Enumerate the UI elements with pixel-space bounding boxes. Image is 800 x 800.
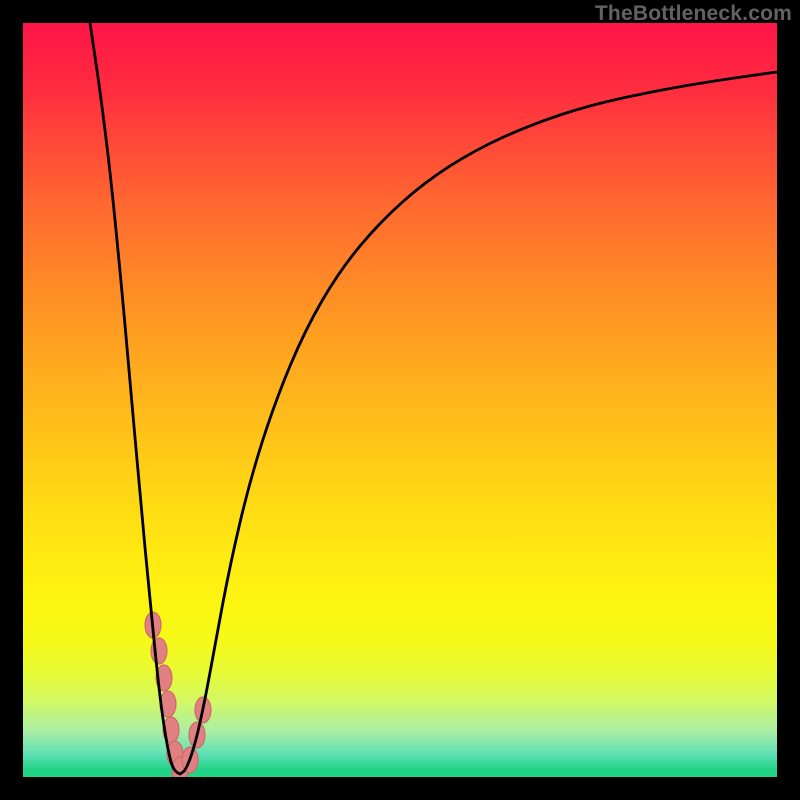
curve-right-branch [180, 72, 777, 774]
curve-layer [23, 23, 777, 777]
curve-left-branch [90, 23, 180, 774]
chart-frame: TheBottleneck.com [0, 0, 800, 800]
watermark-text: TheBottleneck.com [595, 2, 792, 26]
plot-background [23, 23, 777, 777]
